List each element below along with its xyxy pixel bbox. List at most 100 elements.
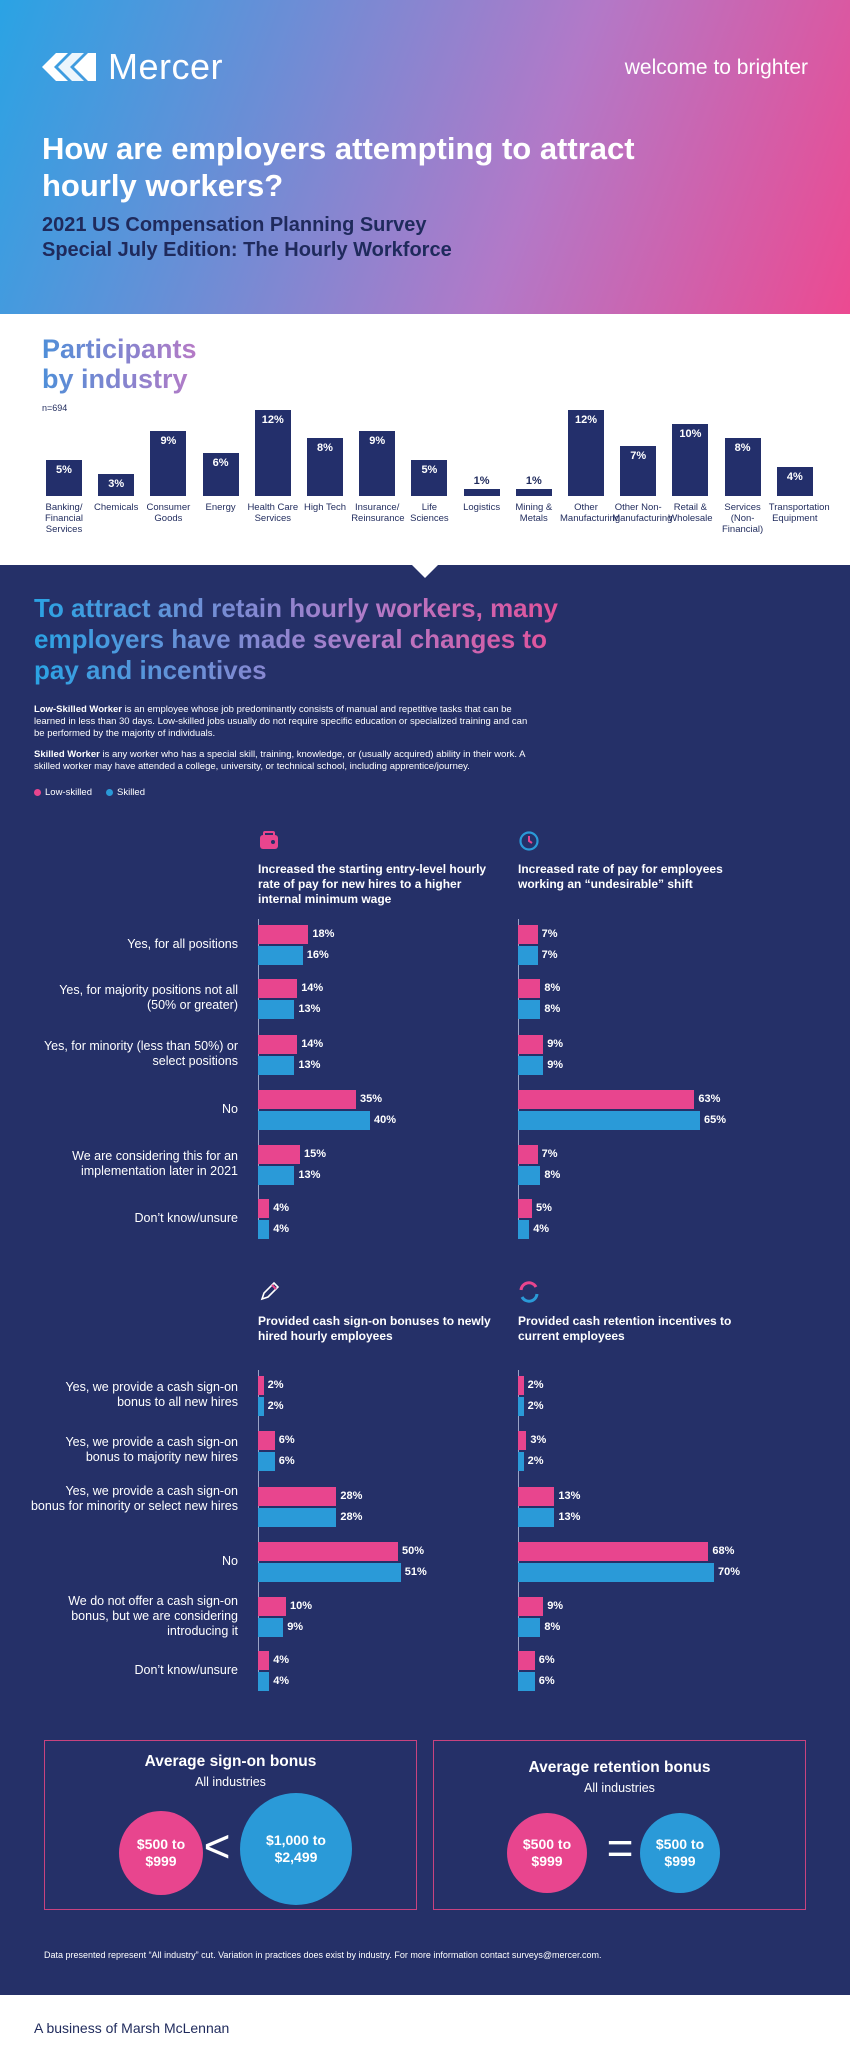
legend-skilled-label: Skilled bbox=[117, 787, 145, 798]
definition-skilled: Skilled Worker is any worker who has a s… bbox=[34, 749, 534, 773]
low-skilled-value: 6% bbox=[278, 1434, 295, 1446]
skilled-value: 16% bbox=[306, 949, 329, 961]
industry-bar bbox=[776, 467, 813, 496]
low-skilled-value: 7% bbox=[541, 928, 558, 940]
low-skilled-bar bbox=[258, 1431, 275, 1450]
brand-name: Mercer bbox=[108, 46, 224, 87]
retention-low-skilled-circle: $500 to $999 bbox=[507, 1813, 587, 1893]
legend-low-skilled-label: Low-skilled bbox=[45, 787, 92, 798]
retention-bonus-title: Average retention bonus bbox=[528, 1759, 711, 1776]
low-skilled-value: 68% bbox=[712, 1545, 735, 1557]
skilled-bar bbox=[518, 1000, 541, 1019]
low-skilled-bar bbox=[518, 979, 541, 998]
mercer-logo: Mercer bbox=[42, 46, 223, 88]
legend-low-skilled: Low-skilled bbox=[34, 787, 92, 798]
low-skilled-value: 9% bbox=[547, 1038, 564, 1050]
skilled-value: 4% bbox=[273, 1223, 290, 1235]
low-skilled-bar bbox=[258, 1090, 356, 1109]
industry-bar bbox=[98, 474, 135, 496]
refresh-icon bbox=[519, 1281, 539, 1303]
skilled-value: 8% bbox=[544, 1169, 561, 1181]
low-skilled-value: 8% bbox=[544, 982, 561, 994]
legend: Low-skilled Skilled bbox=[34, 787, 145, 798]
signon-comparison: < bbox=[203, 1820, 231, 1872]
industry-bar-value: 12% bbox=[261, 413, 284, 426]
low-skilled-bar bbox=[518, 1597, 544, 1616]
low-skilled-bar bbox=[258, 1542, 398, 1561]
industry-bar-value: 12% bbox=[574, 413, 598, 426]
industry-bar bbox=[254, 409, 291, 496]
low-skilled-bar bbox=[258, 1597, 286, 1616]
legend-skilled-swatch bbox=[106, 789, 113, 796]
low-skilled-value: 5% bbox=[536, 1202, 552, 1214]
skilled-bar bbox=[518, 946, 538, 965]
chart-axis bbox=[518, 919, 519, 1239]
low-skilled-value: 2% bbox=[527, 1379, 544, 1391]
low-skilled-value: 35% bbox=[360, 1093, 383, 1105]
skilled-value: 2% bbox=[527, 1455, 544, 1467]
definition-low-skilled-text: is an employee whose job predominantly c… bbox=[34, 704, 528, 739]
industry-label: Life Sciences bbox=[410, 502, 449, 524]
signon-bonus-box: Average sign-on bonus All industries $50… bbox=[44, 1740, 417, 1910]
skilled-bar bbox=[258, 1111, 370, 1130]
industry-label: Mining & Metals bbox=[515, 502, 553, 524]
tagline: welcome to brighter bbox=[624, 56, 808, 79]
skilled-bar bbox=[518, 1397, 524, 1416]
skilled-bar bbox=[258, 1672, 270, 1691]
skilled-bar bbox=[258, 1056, 295, 1075]
row-label: Yes, we provide a cash sign-on bonus to … bbox=[65, 1380, 238, 1409]
low-skilled-value: 28% bbox=[340, 1490, 363, 1502]
industry-label: Other Manufacturing bbox=[560, 502, 621, 524]
industry-bar bbox=[359, 431, 396, 496]
skilled-bar bbox=[258, 1166, 295, 1185]
pencil-icon bbox=[260, 1281, 280, 1301]
retention-skilled-circle: $500 to $999 bbox=[640, 1813, 720, 1893]
signon-bonus-subtitle: All industries bbox=[195, 1775, 266, 1789]
low-skilled-value: 2% bbox=[267, 1379, 284, 1391]
low-skilled-value: 4% bbox=[273, 1654, 290, 1666]
low-skilled-value: 10% bbox=[290, 1600, 313, 1612]
industry-bar-value: 9% bbox=[369, 435, 386, 448]
industry-bar bbox=[515, 488, 552, 496]
industry-bar bbox=[724, 438, 761, 496]
skilled-value: 2% bbox=[527, 1400, 544, 1412]
subtitle-edition: Special July Edition: The Hourly Workfor… bbox=[42, 239, 452, 261]
industry-bar-value: 9% bbox=[160, 435, 177, 448]
industry-bar-value: 8% bbox=[317, 442, 333, 455]
clock-icon bbox=[519, 831, 539, 851]
skilled-value: 70% bbox=[718, 1566, 741, 1578]
skilled-bar bbox=[518, 1166, 541, 1185]
low-skilled-bar bbox=[258, 979, 298, 998]
skilled-bar bbox=[258, 946, 303, 965]
industry-bar-value: 8% bbox=[734, 442, 751, 455]
skilled-bar bbox=[518, 1563, 714, 1582]
skilled-bar bbox=[258, 1397, 264, 1416]
industry-bar bbox=[307, 438, 343, 496]
skilled-value: 6% bbox=[278, 1455, 295, 1467]
participants-title-line1: Participants bbox=[42, 334, 197, 364]
industry-bar-value: 5% bbox=[421, 464, 438, 476]
industry-bar bbox=[202, 452, 239, 496]
low-skilled-value: 15% bbox=[304, 1148, 327, 1160]
industry-label: Other Non-Manufacturing bbox=[612, 502, 673, 524]
industry-bar bbox=[46, 460, 82, 496]
low-skilled-value: 18% bbox=[312, 928, 335, 940]
mercer-logo-icon bbox=[42, 53, 96, 81]
skilled-bar bbox=[258, 1508, 337, 1527]
low-skilled-value: 14% bbox=[301, 1038, 324, 1050]
chart-axis bbox=[518, 1370, 519, 1691]
skilled-value: 8% bbox=[544, 1003, 561, 1015]
findings-section bbox=[0, 565, 850, 1995]
row-label: No bbox=[222, 1553, 238, 1568]
low-skilled-bar bbox=[518, 1542, 709, 1561]
definition-low-skilled: Low-Skilled Worker is an employee whose … bbox=[34, 704, 534, 740]
low-skilled-bar bbox=[518, 1199, 532, 1218]
row-label: No bbox=[222, 1101, 238, 1116]
skilled-bar bbox=[518, 1111, 700, 1130]
skilled-value: 7% bbox=[541, 949, 558, 961]
signon-low-skilled-circle: $500 to $999 bbox=[119, 1811, 203, 1895]
low-skilled-bar bbox=[518, 925, 538, 944]
footer-text: A business of Marsh McLennan bbox=[34, 2020, 230, 2036]
retention-bonus-subtitle: All industries bbox=[584, 1781, 655, 1795]
findings-heading: To attract and retain hourly workers, ma… bbox=[34, 593, 594, 686]
